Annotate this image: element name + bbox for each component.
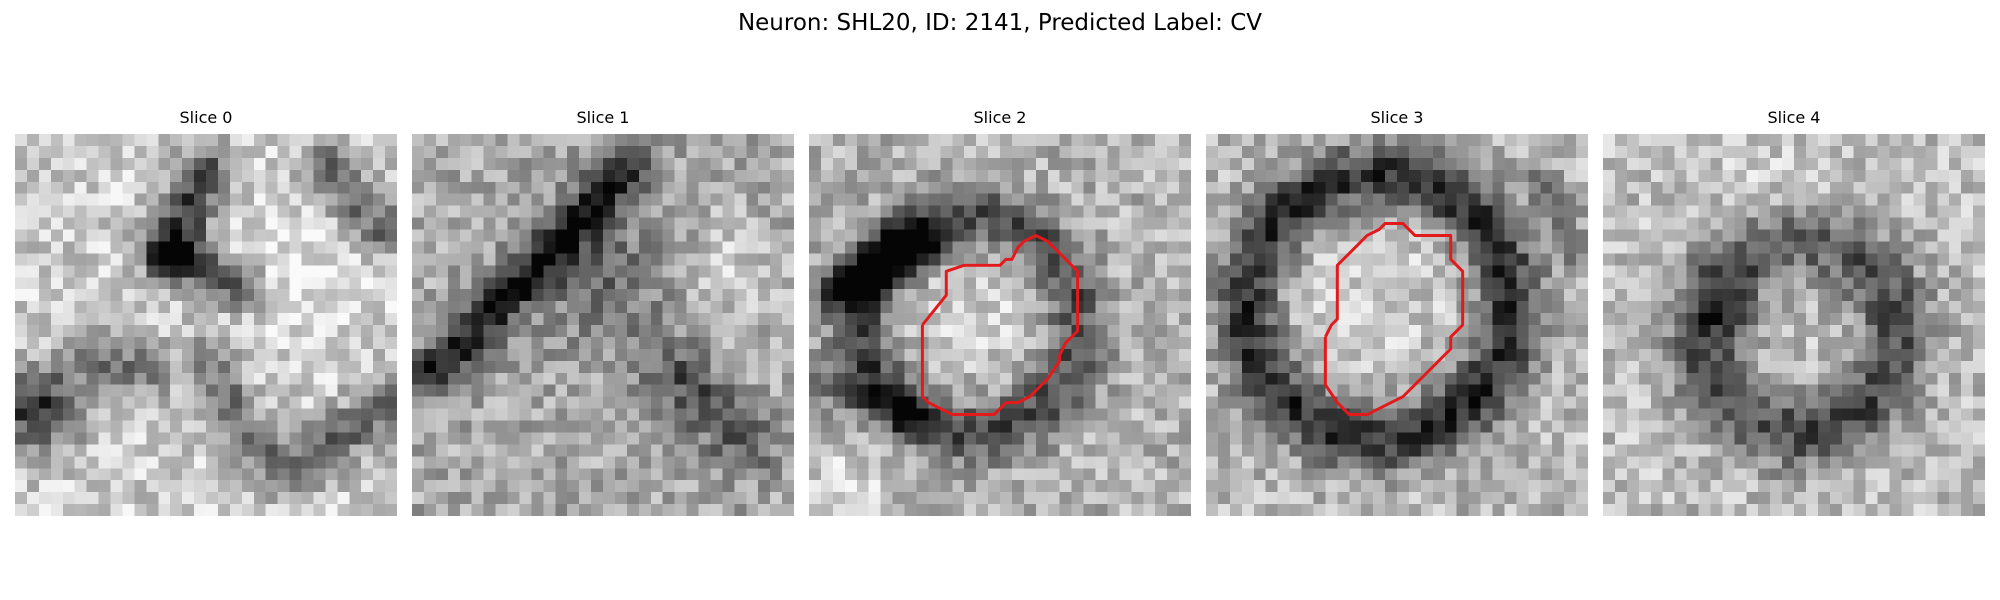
slice-title: Slice 4 bbox=[1767, 108, 1821, 127]
slice-image bbox=[1603, 134, 1985, 516]
slice-title: Slice 1 bbox=[576, 108, 630, 127]
slice-title: Slice 2 bbox=[973, 108, 1027, 127]
slice-title: Slice 3 bbox=[1370, 108, 1424, 127]
slice-image bbox=[1206, 134, 1588, 516]
slice-image bbox=[15, 134, 397, 516]
slice-image bbox=[412, 134, 794, 516]
segmentation-contour bbox=[1323, 222, 1465, 417]
segmentation-contour bbox=[920, 233, 1080, 417]
slice-image bbox=[809, 134, 1191, 516]
slice-title: Slice 0 bbox=[179, 108, 233, 127]
figure-title: Neuron: SHL20, ID: 2141, Predicted Label… bbox=[737, 10, 1263, 36]
